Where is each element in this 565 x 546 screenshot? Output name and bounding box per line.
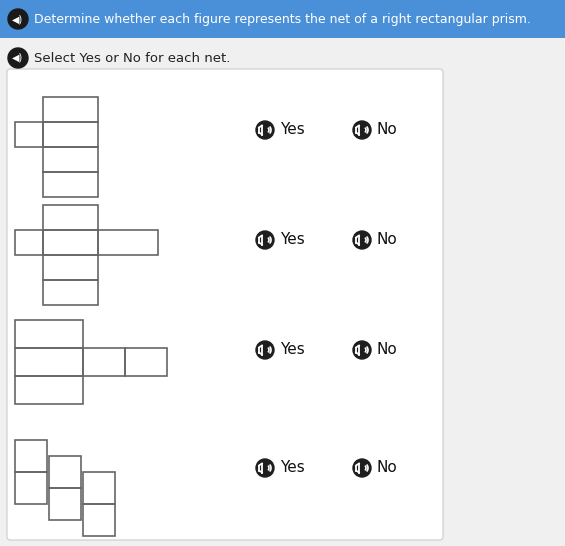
Bar — [43, 172, 98, 197]
Bar — [43, 147, 98, 172]
Bar — [43, 255, 98, 280]
Bar — [15, 440, 47, 472]
Bar — [43, 280, 98, 305]
Circle shape — [256, 341, 274, 359]
Bar — [49, 456, 81, 488]
Text: Determine whether each figure represents the net of a right rectangular prism.: Determine whether each figure represents… — [34, 13, 531, 26]
Bar — [15, 122, 43, 147]
Text: Yes: Yes — [280, 122, 305, 138]
Circle shape — [256, 121, 274, 139]
Bar — [43, 205, 98, 230]
Bar — [15, 472, 47, 504]
Bar — [0, 0, 565, 38]
Bar — [98, 230, 158, 255]
Bar — [83, 472, 115, 504]
Text: Yes: Yes — [280, 342, 305, 358]
Bar — [15, 348, 83, 376]
Bar — [43, 122, 98, 147]
Circle shape — [256, 459, 274, 477]
Circle shape — [353, 459, 371, 477]
Circle shape — [256, 231, 274, 249]
Text: No: No — [377, 460, 398, 476]
Bar — [83, 504, 115, 536]
Bar — [15, 230, 43, 255]
Text: No: No — [377, 233, 398, 247]
Bar — [49, 488, 81, 520]
Circle shape — [353, 231, 371, 249]
Bar — [43, 97, 98, 122]
Bar — [15, 376, 83, 404]
Text: ◀): ◀) — [12, 14, 24, 24]
FancyBboxPatch shape — [7, 69, 443, 540]
Circle shape — [353, 121, 371, 139]
Text: No: No — [377, 122, 398, 138]
Circle shape — [353, 341, 371, 359]
Text: ◀): ◀) — [12, 53, 24, 63]
Bar — [43, 230, 98, 255]
Bar — [15, 320, 83, 348]
Text: Yes: Yes — [280, 233, 305, 247]
Text: No: No — [377, 342, 398, 358]
Bar — [83, 348, 125, 376]
Text: Yes: Yes — [280, 460, 305, 476]
Circle shape — [8, 48, 28, 68]
Bar — [125, 348, 167, 376]
Text: Select Yes or No for each net.: Select Yes or No for each net. — [34, 51, 231, 64]
Circle shape — [8, 9, 28, 29]
